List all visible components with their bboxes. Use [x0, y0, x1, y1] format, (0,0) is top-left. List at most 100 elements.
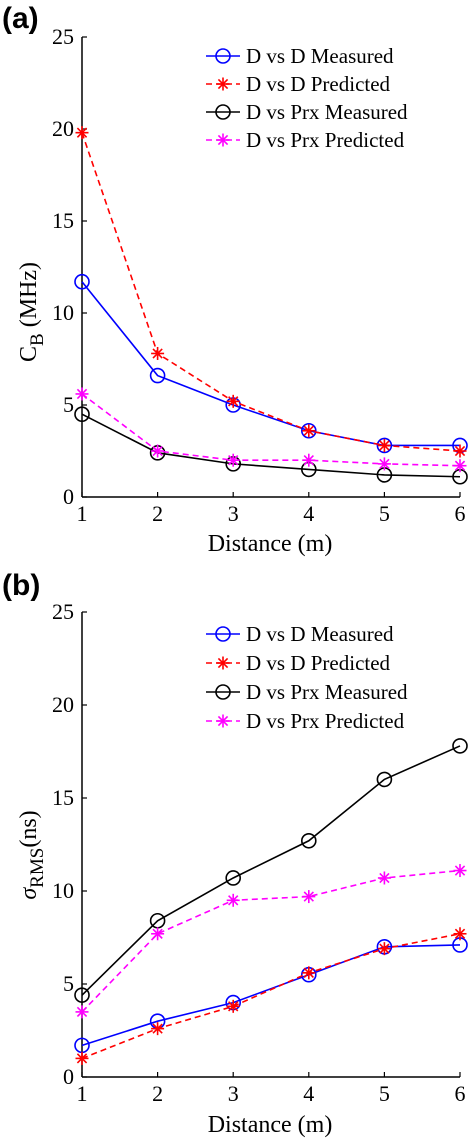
panel-b-legend-item: D vs D Measured [206, 622, 394, 646]
panel-a-data-point [377, 457, 391, 471]
panel-a-y-tick-label: 25 [52, 24, 74, 49]
panel-b-series-line [81, 932, 461, 1060]
panel-b-data-point [377, 871, 391, 885]
panel-a-ylabel-rest: (MHz) [16, 262, 42, 333]
legend-label: D vs D Predicted [246, 651, 391, 675]
panel-a-data-point [300, 422, 317, 439]
panel-a-legend-item: D vs D Predicted [206, 72, 391, 96]
panel-a-series-4 [75, 387, 467, 473]
panel-b-y-tick-label: 25 [52, 599, 74, 624]
panel-b-series-1 [74, 937, 468, 1054]
panel-a-y-tick-label: 0 [63, 484, 74, 509]
panel-b-data-point [453, 927, 467, 941]
panel-a-data-point [377, 438, 391, 452]
panel-b-legend-item: D vs Prx Measured [206, 680, 408, 704]
panel-b-data-point [302, 966, 316, 980]
panel-a-data-point [149, 367, 166, 384]
panel-a-series-1 [74, 273, 468, 454]
panel-a-series-line [81, 413, 461, 478]
legend-label: D vs Prx Predicted [246, 709, 405, 733]
panel-a-data-point [376, 437, 393, 454]
legend-label: D vs D Measured [246, 622, 394, 646]
panel-b-x-tick-label: 3 [228, 1081, 239, 1106]
panel-a-data-point [453, 444, 467, 458]
legend-marker [216, 656, 230, 670]
panel-b-data-point [151, 1022, 165, 1036]
panel-a-data-point [151, 346, 165, 360]
panel-b-x-tick-label: 6 [455, 1081, 466, 1106]
panel-b-y-tick-label: 20 [52, 692, 74, 717]
panel-b-series-2 [75, 927, 467, 1065]
legend-marker [216, 133, 230, 147]
panel-a-x-tick-label: 1 [77, 501, 88, 526]
panel-a-x-tick-label: 3 [228, 501, 239, 526]
panel-b-series-line [81, 944, 461, 1047]
panel-a-x-tick-label: 6 [455, 501, 466, 526]
legend-marker [215, 104, 231, 120]
panel-a-series-line [81, 132, 461, 452]
legend-label: D vs Prx Measured [246, 680, 408, 704]
panel-a-data-point [226, 453, 240, 467]
panel-a-y-tick-label: 10 [52, 300, 74, 325]
panel-b-ylabel-sub: RMS [27, 848, 48, 888]
panel-a-legend: D vs D Measured D vs D Predicted D vs Prx … [206, 44, 408, 152]
panel-a-series-line [81, 393, 461, 467]
panel-b-y-tick-label: 5 [63, 971, 74, 996]
panel-a-y-tick-label: 15 [52, 208, 74, 233]
panel-b-data-point [377, 942, 391, 956]
panel-b-data-point [75, 1005, 89, 1019]
panel-b-x-tick-label: 4 [303, 1081, 314, 1106]
legend-label: D vs Prx Predicted [246, 128, 405, 152]
panel-a-label: (a) [2, 2, 39, 35]
legend-marker [216, 714, 230, 728]
panel-a-plot-area: 1 2 3 4 5 6 0 5 10 15 20 25 D vs D Measured D vs D Pr… [52, 24, 468, 526]
legend-label: D vs Prx Measured [246, 100, 408, 124]
panel-a-series-2 [75, 126, 467, 458]
panel-b-data-point [151, 927, 165, 941]
panel-a: (a) CB (MHz) Distance (m) 1 2 3 4 5 6 0 5 10 15 20… [2, 2, 468, 557]
panel-b-x-tick-label: 1 [77, 1081, 88, 1106]
panel-a-x-tick-label: 2 [152, 501, 163, 526]
panel-b-legend: D vs D Measured D vs D Predicted D vs Prx … [206, 622, 408, 733]
legend-marker [215, 684, 231, 700]
panel-b-data-point [453, 864, 467, 878]
panel-b-label: (b) [2, 569, 40, 602]
panel-b-y-tick-label: 15 [52, 785, 74, 810]
panel-a-legend-item: D vs Prx Predicted [206, 128, 405, 152]
panel-b-data-point [226, 999, 240, 1013]
panel-a-legend-item: D vs Prx Measured [206, 100, 408, 124]
panel-b-y-tick-label: 10 [52, 878, 74, 903]
panel-a-data-point [75, 387, 89, 401]
panel-b-x-tick-label: 5 [379, 1081, 390, 1106]
panel-a-data-point [74, 406, 90, 423]
panel-a-ylabel-main: C [16, 346, 42, 362]
panel-a-legend-item: D vs D Measured [206, 44, 394, 68]
panel-b-data-point [302, 890, 316, 904]
panel-a-y-tick-label: 5 [63, 392, 74, 417]
legend-marker [215, 626, 231, 642]
legend-label: D vs D Measured [246, 44, 394, 68]
panel-a-x-axis-title: Distance (m) [208, 531, 333, 557]
panel-b-data-point [376, 771, 393, 788]
panel-b-data-point [75, 1051, 89, 1065]
panel-b-series-4 [75, 864, 467, 1019]
panel-a-data-point [74, 273, 90, 290]
panel-b-data-point [452, 738, 468, 754]
legend-marker [215, 48, 231, 64]
panel-b-legend-item: D vs D Predicted [206, 651, 391, 675]
panel-a-data-point [75, 126, 89, 140]
panel-a-ylabel-sub: B [27, 333, 48, 346]
panel-b-y-axis-title: σRMS(ns) [16, 810, 48, 899]
panel-a-data-point [302, 424, 316, 438]
panel-a-data-point [226, 394, 240, 408]
panel-b-plot-area: 1 2 3 4 5 6 0 5 10 15 20 25 D vs D Measured D vs D Pr… [52, 599, 468, 1106]
panel-a-data-point [453, 459, 467, 473]
panel-b-series-line [81, 869, 461, 1013]
panel-b-series-3 [74, 738, 468, 1003]
panel-a-y-tick-label: 20 [52, 116, 74, 141]
panel-b-data-point [300, 832, 317, 849]
panel-b-legend-item: D vs Prx Predicted [206, 709, 405, 733]
panel-a-data-point [151, 444, 165, 458]
panel-b-data-point [225, 870, 241, 886]
